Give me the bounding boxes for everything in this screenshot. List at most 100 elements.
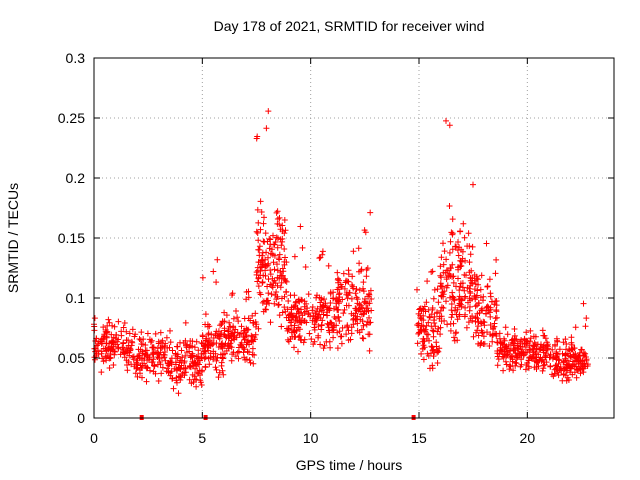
data-point [260, 220, 267, 227]
data-point [289, 333, 296, 340]
data-point [437, 280, 444, 287]
data-point [547, 354, 554, 361]
data-point [253, 135, 260, 142]
data-point [575, 360, 582, 367]
data-point [213, 279, 220, 286]
data-point [246, 349, 252, 356]
data-point [335, 291, 342, 298]
tick-labels: 0 0.05 0.1 0.15 0.2 0.25 0.3 0 5 10 15 20 [58, 50, 536, 446]
data-point [172, 352, 179, 358]
y-tick-label: 0.05 [58, 350, 85, 366]
data-point [276, 312, 283, 319]
data-point [345, 302, 352, 309]
data-point [430, 346, 437, 353]
data-point [453, 243, 460, 250]
data-point [470, 333, 477, 340]
data-point [294, 305, 301, 312]
data-point [257, 226, 264, 233]
data-point [232, 326, 239, 333]
data-point [582, 350, 589, 357]
data-point [319, 248, 326, 255]
y-tick-label: 0.1 [66, 290, 86, 306]
data-point [367, 319, 374, 326]
data-point [449, 289, 456, 296]
data-point [553, 356, 560, 363]
data-point [201, 343, 207, 350]
data-point [311, 326, 318, 333]
data-point [574, 355, 581, 362]
data-point [475, 323, 481, 330]
data-point [103, 334, 110, 341]
data-point [361, 227, 368, 234]
data-point [177, 377, 184, 383]
data-point [242, 329, 249, 336]
data-point [278, 279, 285, 286]
data-point [120, 340, 127, 347]
data-point [106, 365, 113, 371]
data-point [356, 260, 363, 267]
data-point [273, 234, 280, 241]
data-point [526, 346, 533, 353]
data-point [273, 296, 280, 303]
data-point [414, 322, 421, 328]
data-point [358, 326, 365, 333]
data-point [255, 259, 262, 266]
data-point [315, 323, 322, 330]
data-point [275, 302, 282, 309]
data-point [219, 367, 226, 374]
data-point [531, 343, 538, 350]
data-point [136, 367, 143, 373]
data-point [317, 341, 324, 348]
data-point [359, 318, 366, 325]
data-point [556, 346, 563, 353]
data-point [543, 339, 550, 346]
data-point [341, 306, 348, 313]
data-point [254, 206, 261, 213]
data-point [428, 269, 435, 275]
data-point [484, 303, 491, 310]
data-point [259, 249, 266, 256]
data-point [308, 336, 315, 343]
data-point [568, 339, 575, 346]
data-point [240, 334, 247, 340]
data-point [276, 251, 283, 258]
data-point [282, 254, 288, 261]
data-point [353, 286, 360, 293]
data-point [419, 305, 426, 312]
data-point [134, 373, 141, 380]
data-point [360, 322, 367, 329]
data-point [213, 340, 220, 347]
data-point [118, 332, 125, 339]
data-point [530, 333, 537, 340]
data-point [177, 339, 183, 346]
data-point [477, 286, 484, 293]
data-point [284, 336, 291, 343]
data-point [420, 356, 427, 363]
data-point [121, 320, 128, 326]
data-point [536, 346, 543, 353]
data-point [578, 346, 585, 353]
data-point [142, 342, 149, 348]
data-point [305, 291, 312, 298]
data-point [502, 343, 509, 350]
data-point [354, 313, 361, 320]
data-point [336, 318, 343, 324]
data-point [173, 361, 179, 368]
data-point [256, 252, 263, 259]
data-point [105, 346, 112, 353]
y-tick-label: 0.15 [58, 230, 85, 246]
data-point [465, 299, 471, 306]
data-point [568, 354, 575, 361]
data-point [215, 374, 222, 381]
data-point [356, 268, 362, 275]
data-point [455, 239, 461, 245]
data-point [266, 235, 273, 242]
data-point [267, 281, 274, 288]
data-point [544, 343, 551, 350]
data-point [277, 284, 284, 291]
data-point [251, 352, 258, 358]
data-point [257, 291, 264, 298]
data-point [149, 351, 156, 358]
data-point [198, 340, 205, 346]
data-point [428, 343, 435, 350]
